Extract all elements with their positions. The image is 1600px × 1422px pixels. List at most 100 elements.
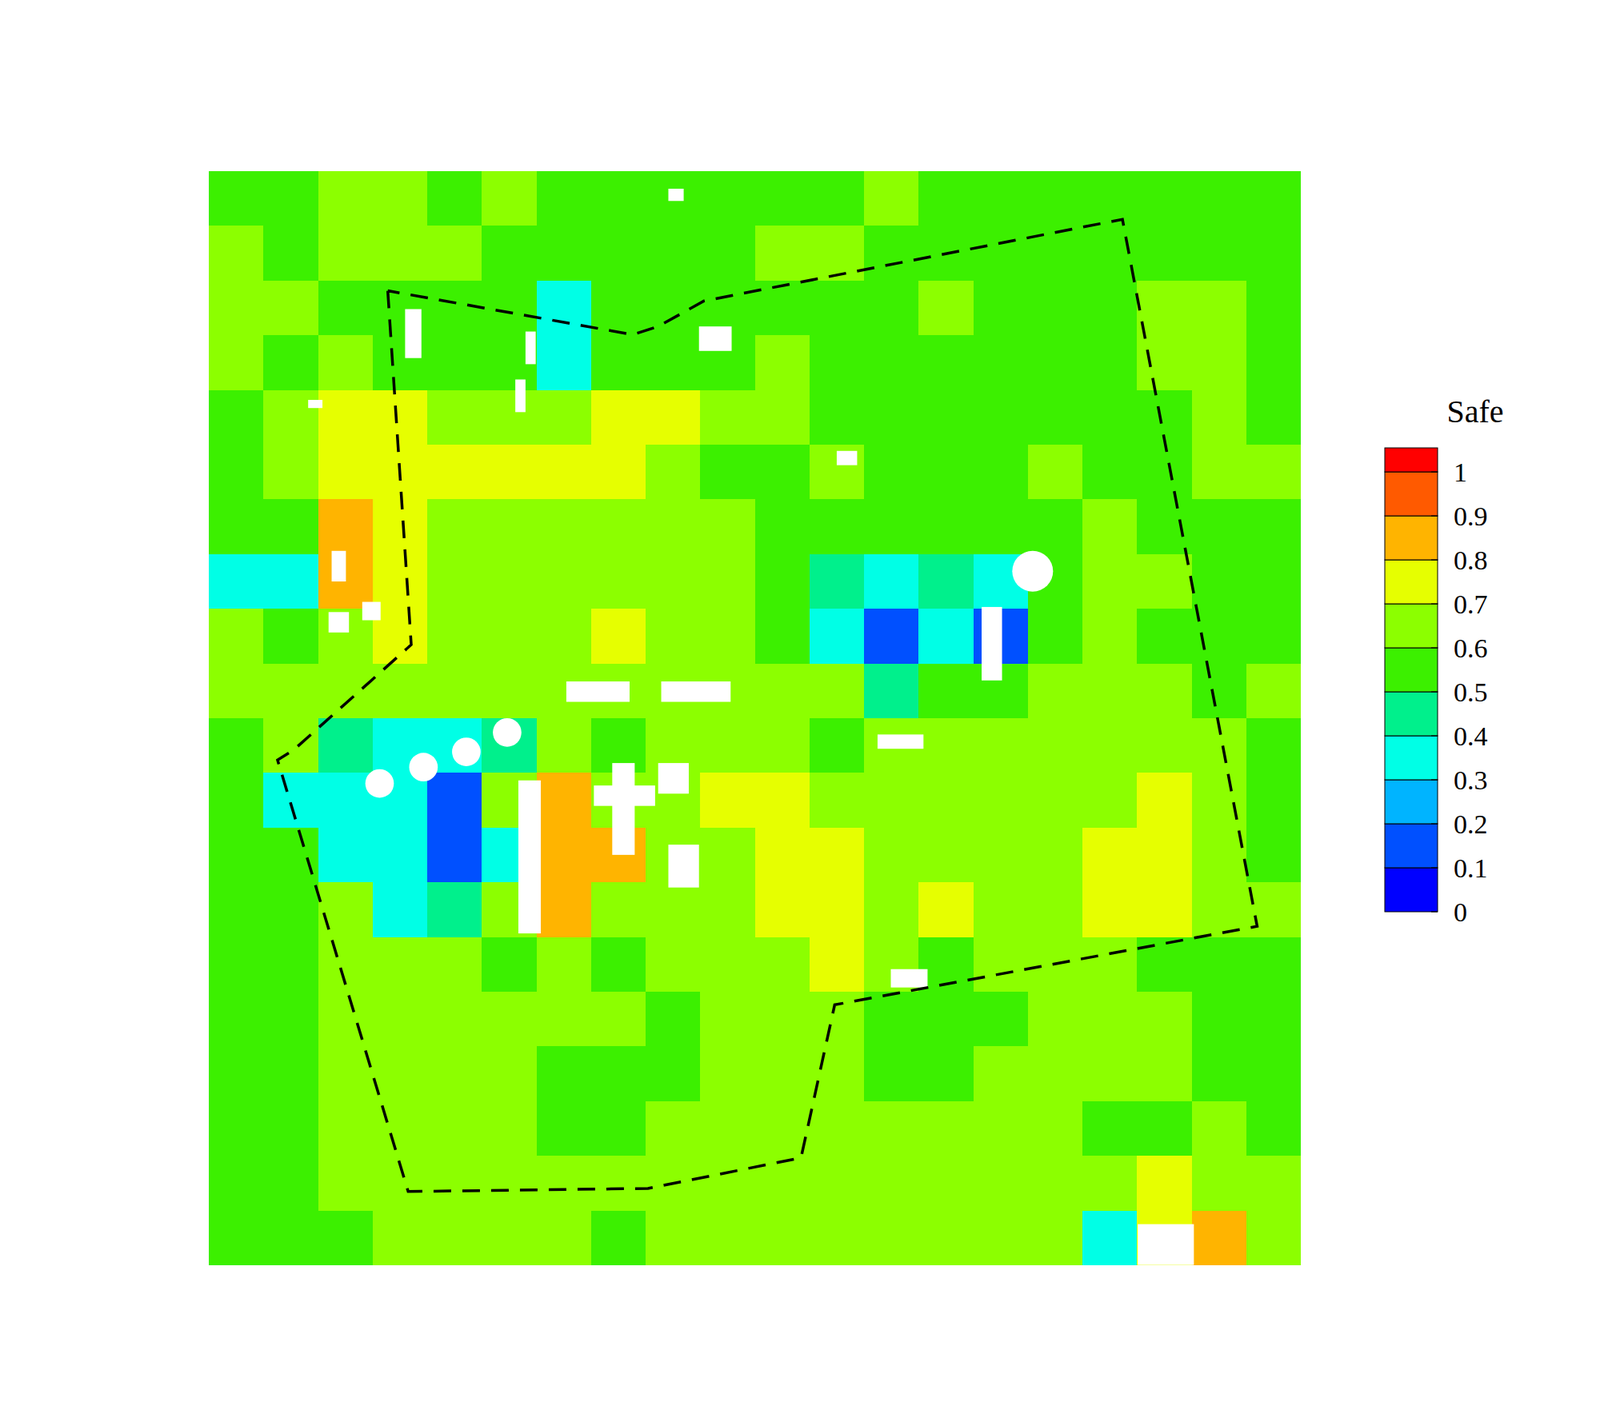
- building: [612, 763, 635, 856]
- colorbar-box: [1384, 472, 1438, 516]
- cell: [918, 664, 974, 720]
- cell: [809, 1156, 865, 1212]
- building: [877, 734, 924, 749]
- cell: [755, 1046, 811, 1102]
- cell: [809, 1211, 865, 1266]
- cell: [645, 499, 701, 555]
- cell: [809, 554, 865, 610]
- cell: [645, 1211, 701, 1266]
- cell: [809, 882, 865, 938]
- cell: [263, 882, 319, 938]
- cell: [481, 1101, 537, 1157]
- cell: [864, 992, 920, 1048]
- cell: [973, 171, 1029, 227]
- colorbar-box: [1384, 824, 1438, 868]
- cell: [1246, 554, 1301, 610]
- cell: [973, 499, 1029, 555]
- cell: [700, 828, 756, 884]
- cell: [809, 390, 865, 446]
- cell: [645, 390, 701, 446]
- cell: [1082, 1101, 1138, 1157]
- cell: [1082, 554, 1138, 610]
- cell: [318, 992, 374, 1048]
- cell: [973, 772, 1029, 828]
- cell: [1028, 718, 1084, 774]
- cell: [263, 1156, 319, 1212]
- cell: [318, 718, 374, 774]
- cell: [700, 1101, 756, 1157]
- cell: [1246, 444, 1301, 500]
- cell: [591, 499, 647, 555]
- cell: [918, 608, 974, 664]
- cell: [1028, 1046, 1084, 1102]
- cell: [918, 882, 974, 938]
- cell: [1136, 828, 1192, 884]
- cell: [1136, 937, 1192, 993]
- cell: [208, 937, 264, 993]
- cell: [1136, 335, 1192, 391]
- building: [308, 400, 323, 408]
- cell: [1028, 280, 1084, 336]
- cell: [591, 1101, 647, 1157]
- cell: [1136, 882, 1192, 938]
- cell: [1028, 1101, 1084, 1157]
- colorbar-tick: [1431, 648, 1438, 649]
- cell: [1192, 1211, 1248, 1266]
- cell: [591, 554, 647, 610]
- cell: [1028, 171, 1084, 227]
- cell: [427, 1101, 483, 1157]
- cell: [536, 828, 592, 884]
- cell: [1192, 772, 1248, 828]
- colorbar-tick-label: 0.3: [1453, 765, 1488, 796]
- colorbar-box: [1384, 516, 1438, 560]
- cell: [208, 444, 264, 500]
- cell: [208, 225, 264, 281]
- cell: [864, 828, 920, 884]
- cell: [1082, 280, 1138, 336]
- cell: [1192, 664, 1248, 720]
- cell: [536, 718, 592, 774]
- cell: [427, 664, 483, 720]
- cell: [645, 992, 701, 1048]
- cell: [1192, 390, 1248, 446]
- cell: [1082, 171, 1138, 227]
- cell: [481, 664, 537, 720]
- cell: [918, 992, 974, 1048]
- cell: [372, 608, 428, 664]
- cell: [1028, 1211, 1084, 1266]
- cell: [755, 225, 811, 281]
- cell: [1246, 1046, 1301, 1102]
- cell: [1028, 390, 1084, 446]
- colorbar-tick-label: 0.9: [1453, 501, 1488, 532]
- cell: [208, 882, 264, 938]
- building: [668, 844, 699, 888]
- cell: [918, 444, 974, 500]
- cell: [208, 499, 264, 555]
- cell: [372, 1046, 428, 1102]
- cell: [427, 225, 483, 281]
- building: [981, 607, 1003, 681]
- cell: [1246, 937, 1301, 993]
- cell: [864, 499, 920, 555]
- cell: [755, 390, 811, 446]
- colorbar-tick-label: 0.2: [1453, 809, 1488, 840]
- cell: [1082, 499, 1138, 555]
- cell: [864, 1101, 920, 1157]
- cell: [645, 554, 701, 610]
- cell: [208, 280, 264, 336]
- cell: [427, 608, 483, 664]
- cell: [318, 335, 374, 391]
- cell: [1136, 171, 1192, 227]
- cell: [318, 1156, 374, 1212]
- cell: [1192, 444, 1248, 500]
- cell: [973, 1101, 1029, 1157]
- cell: [755, 992, 811, 1048]
- cell: [918, 718, 974, 774]
- cell: [263, 554, 319, 610]
- cell: [864, 1211, 920, 1266]
- cell: [263, 992, 319, 1048]
- cell: [1246, 828, 1301, 884]
- cell: [973, 335, 1029, 391]
- cell: [1192, 499, 1248, 555]
- cell: [1082, 1156, 1138, 1212]
